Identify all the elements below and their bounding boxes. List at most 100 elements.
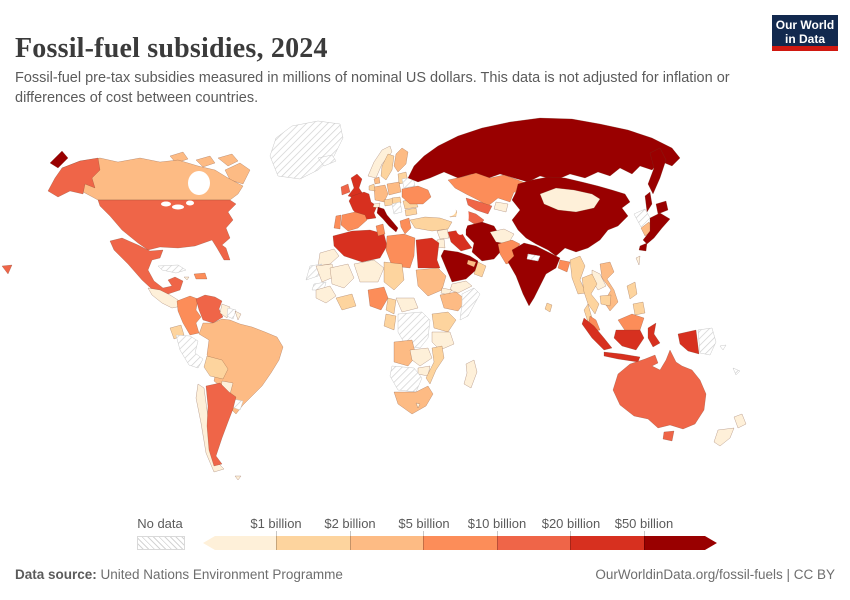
country-tasmania[interactable] <box>662 430 675 442</box>
country-chile[interactable] <box>195 383 225 473</box>
country-bangladesh[interactable] <box>557 259 571 273</box>
country-mali[interactable] <box>329 263 355 289</box>
country-china[interactable] <box>511 176 631 257</box>
country-mexico[interactable] <box>109 237 184 295</box>
country-mozambique[interactable] <box>425 345 445 385</box>
country-dr-congo[interactable] <box>397 311 431 349</box>
country-sweden[interactable] <box>380 153 395 181</box>
country-yemen[interactable] <box>449 280 473 294</box>
legend-bin-5[interactable] <box>570 536 644 550</box>
country-russia-chukotka[interactable] <box>49 150 69 169</box>
country-argentina[interactable] <box>205 382 237 467</box>
country-new-caledonia[interactable] <box>732 367 741 376</box>
owid-logo[interactable]: Our World in Data <box>772 15 838 51</box>
country-algeria[interactable] <box>332 229 388 263</box>
country-iceland[interactable] <box>317 154 337 167</box>
country-bolivia[interactable] <box>203 355 229 380</box>
country-new-zealand-north[interactable] <box>733 413 747 429</box>
legend-no-data-swatch[interactable] <box>137 536 185 550</box>
world-choropleth-map[interactable] <box>0 108 850 508</box>
country-peru[interactable] <box>175 334 204 369</box>
country-venezuela[interactable] <box>195 294 224 324</box>
country-uganda-kenya[interactable] <box>431 311 457 333</box>
legend-bin-0[interactable] <box>203 536 277 550</box>
country-benelux[interactable] <box>368 183 376 192</box>
country-baffin-island[interactable] <box>224 162 251 185</box>
country-norway[interactable] <box>367 145 393 179</box>
country-myanmar[interactable] <box>569 255 587 295</box>
country-saudi-arabia[interactable] <box>440 249 479 283</box>
country-vietnam[interactable] <box>599 261 619 312</box>
country-somalia[interactable] <box>459 287 481 321</box>
country-tunisia[interactable] <box>375 223 386 237</box>
legend-color-bar[interactable] <box>203 531 717 550</box>
country-hawaii[interactable] <box>1 264 13 275</box>
legend-bin-3[interactable] <box>423 536 497 550</box>
country-french-guiana[interactable] <box>234 310 242 321</box>
country-japan-honshu[interactable] <box>642 212 671 245</box>
country-ukraine[interactable] <box>401 185 432 205</box>
country-ireland[interactable] <box>340 183 351 196</box>
country-united-states[interactable] <box>97 199 237 261</box>
country-germany[interactable] <box>373 184 389 203</box>
country-india[interactable] <box>507 242 561 307</box>
country-afghanistan[interactable] <box>489 228 515 245</box>
country-lesotho[interactable] <box>415 402 421 409</box>
country-colombia[interactable] <box>176 295 202 336</box>
country-sri-lanka[interactable] <box>544 302 553 313</box>
attribution-link[interactable]: OurWorldinData.org/fossil-fuels | CC BY <box>595 567 835 582</box>
country-solomon-islands[interactable] <box>719 344 727 351</box>
country-papua-new-guinea[interactable] <box>697 327 717 356</box>
legend-bin-4[interactable] <box>496 536 571 550</box>
country-japan-kyushu[interactable] <box>638 242 648 252</box>
country-mongolia[interactable] <box>539 187 601 213</box>
country-philippines-mindanao[interactable] <box>632 301 646 316</box>
country-oman[interactable] <box>473 261 487 278</box>
country-australia[interactable] <box>612 349 707 430</box>
country-western-balkans[interactable] <box>391 201 403 215</box>
country-portugal[interactable] <box>333 214 342 230</box>
country-suriname[interactable] <box>226 307 237 320</box>
country-nepal[interactable] <box>526 253 541 262</box>
country-indonesia-sulawesi[interactable] <box>647 322 661 348</box>
country-congo-gabon[interactable] <box>383 313 397 331</box>
country-russia[interactable] <box>407 117 681 183</box>
country-uzbekistan[interactable] <box>465 197 493 215</box>
country-finland[interactable] <box>393 147 409 173</box>
country-egypt[interactable] <box>415 237 441 269</box>
country-indonesia-java[interactable] <box>603 351 641 363</box>
country-japan-hokkaido[interactable] <box>655 200 669 215</box>
country-namibia-botswana[interactable] <box>389 365 423 393</box>
country-russia-sakhalin[interactable] <box>644 191 653 213</box>
country-thailand[interactable] <box>581 273 600 323</box>
country-alaska[interactable] <box>47 157 101 198</box>
country-guinea-region[interactable] <box>315 285 337 304</box>
country-spain[interactable] <box>340 211 368 232</box>
country-nigeria[interactable] <box>367 286 389 311</box>
country-malaysia-borneo[interactable] <box>617 313 645 333</box>
legend-bin-2[interactable] <box>349 536 424 550</box>
country-russia-kamchatka[interactable] <box>647 147 667 195</box>
country-greece[interactable] <box>399 217 412 235</box>
country-turkey[interactable] <box>409 216 453 232</box>
country-canada-arctic-island[interactable] <box>195 155 216 168</box>
country-philippines-luzon[interactable] <box>626 281 638 300</box>
country-south-africa[interactable] <box>393 385 434 415</box>
country-italy[interactable] <box>376 206 399 233</box>
legend-bin-6[interactable] <box>644 536 717 550</box>
country-madagascar[interactable] <box>463 359 478 389</box>
country-poland[interactable] <box>386 181 402 196</box>
country-angola[interactable] <box>393 339 417 367</box>
country-jamaica[interactable] <box>183 276 190 281</box>
country-chad[interactable] <box>383 261 405 291</box>
country-tanzania[interactable] <box>431 331 455 351</box>
country-uae-qatar[interactable] <box>466 259 477 268</box>
country-hispaniola[interactable] <box>193 272 208 280</box>
country-indonesia-papua[interactable] <box>677 329 700 355</box>
country-new-zealand-south[interactable] <box>713 427 735 447</box>
country-kyrgyzstan-tajikistan[interactable] <box>493 201 509 213</box>
country-central-african-republic[interactable] <box>395 297 419 313</box>
country-ivory-coast-ghana[interactable] <box>335 293 357 311</box>
country-greenland[interactable] <box>269 120 344 180</box>
country-syria[interactable] <box>436 228 450 240</box>
